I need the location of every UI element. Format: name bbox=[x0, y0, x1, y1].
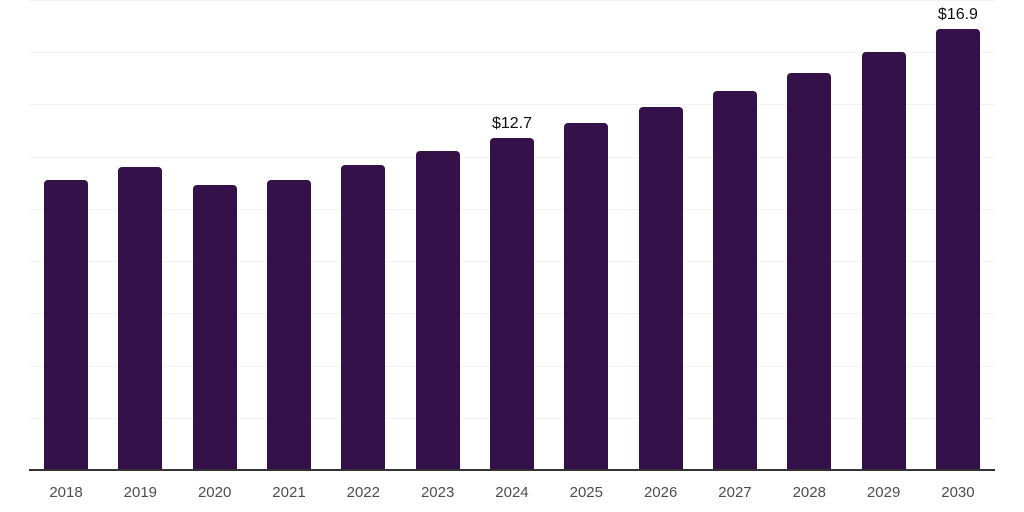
data-label-2024: $12.7 bbox=[491, 115, 532, 133]
bar-group-2029 bbox=[861, 52, 906, 470]
bar-group-2024: $12.7 bbox=[489, 115, 534, 470]
x-tick-label-2024: 2024 bbox=[495, 484, 529, 501]
bar-2023 bbox=[415, 151, 460, 470]
bar-group-2020 bbox=[192, 185, 237, 470]
bar-group-2018 bbox=[44, 180, 88, 470]
bar-group-2030: $16.9 bbox=[935, 6, 980, 470]
bar-group-2021 bbox=[266, 180, 311, 470]
x-tick-label-2019: 2019 bbox=[123, 484, 158, 501]
bar-group-2025 bbox=[564, 122, 609, 470]
x-tick-label-2020: 2020 bbox=[197, 484, 232, 501]
bar-2021 bbox=[266, 180, 311, 470]
bar-2020 bbox=[192, 185, 237, 470]
x-axis-labels: 2018 2019 2020 2021 2022 2023 2024 2025 2026 2027… bbox=[29, 484, 995, 501]
x-tick-label-2018: 2018 bbox=[49, 484, 83, 501]
x-tick-label-2027: 2027 bbox=[718, 484, 752, 501]
bar-2018 bbox=[44, 180, 88, 470]
bar-group-2027 bbox=[712, 91, 757, 470]
x-tick-label-2025: 2025 bbox=[569, 484, 603, 501]
data-label-2030: $16.9 bbox=[937, 5, 978, 23]
x-tick-label-2021: 2021 bbox=[272, 484, 306, 501]
bar-2029 bbox=[861, 52, 906, 470]
bar-group-2022 bbox=[341, 164, 386, 470]
gridline bbox=[29, 52, 995, 54]
x-tick-label-2029: 2029 bbox=[866, 484, 901, 501]
x-tick-label-2030: 2030 bbox=[941, 484, 975, 501]
gridline bbox=[29, 0, 995, 1]
bar-2024 bbox=[489, 138, 534, 470]
x-tick-label-2026: 2026 bbox=[643, 484, 678, 501]
bar-group-2019 bbox=[118, 167, 163, 470]
bar-2022 bbox=[341, 164, 386, 470]
x-tick-label-2028: 2028 bbox=[792, 484, 826, 501]
bar-2028 bbox=[787, 73, 832, 470]
bar-2019 bbox=[118, 167, 163, 470]
gridline bbox=[29, 104, 995, 106]
bars-row: $12.7 $16.9 bbox=[29, 0, 995, 470]
bar-group-2023 bbox=[415, 151, 460, 470]
x-tick-label-2022: 2022 bbox=[346, 484, 380, 501]
bar-2027 bbox=[712, 91, 757, 470]
bar-2026 bbox=[638, 107, 683, 470]
bar-group-2026 bbox=[638, 107, 683, 470]
bar-2025 bbox=[564, 122, 609, 470]
plot-area: $12.7 $16.9 bbox=[29, 0, 995, 470]
x-axis-line bbox=[29, 469, 995, 471]
bar-2030 bbox=[935, 28, 980, 470]
x-tick-label-2023: 2023 bbox=[420, 484, 455, 501]
bar-group-2028 bbox=[787, 73, 832, 470]
